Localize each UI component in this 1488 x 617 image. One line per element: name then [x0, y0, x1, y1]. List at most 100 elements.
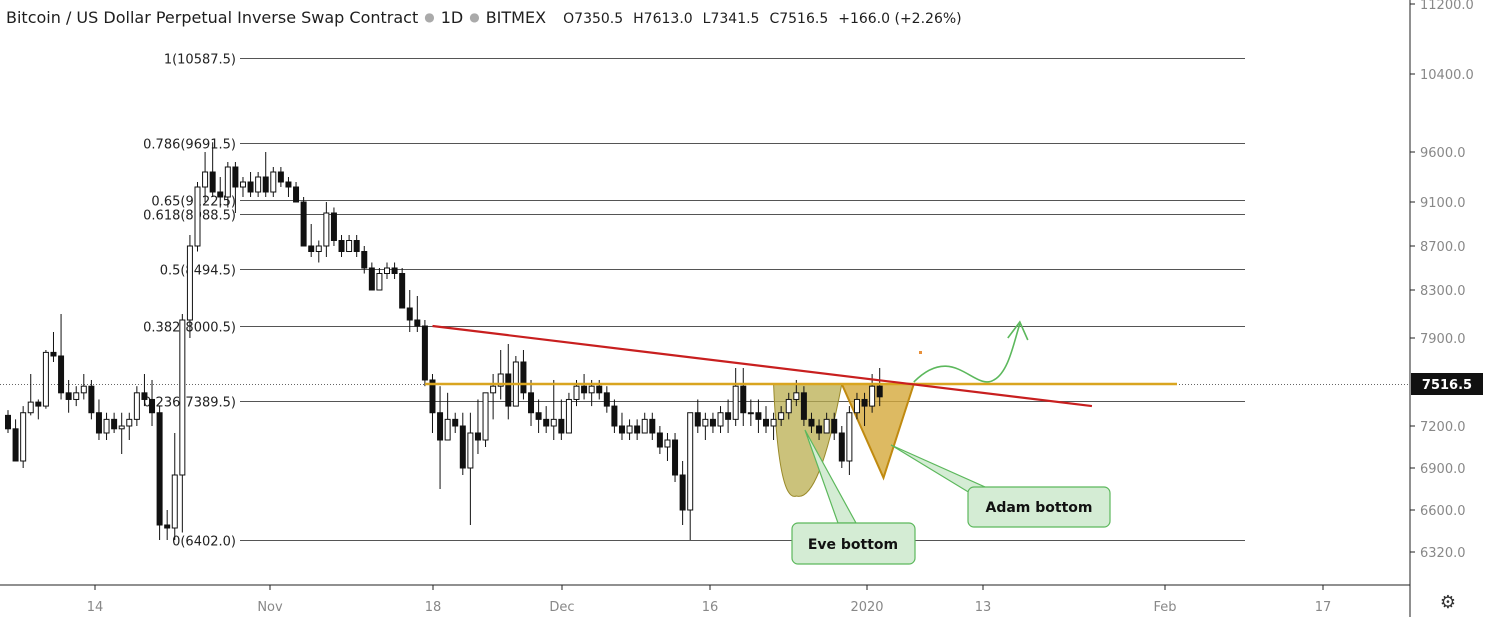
candle: [12, 419, 19, 462]
candle: [35, 399, 42, 420]
candle: [323, 202, 330, 257]
fib-level-label: 0.236(7389.5): [143, 396, 236, 411]
time-tick-label: 17: [1315, 600, 1332, 615]
candle: [505, 343, 512, 420]
candle-body: [505, 373, 512, 407]
candle: [467, 412, 474, 525]
candle: [293, 182, 300, 203]
candle-body: [406, 307, 413, 321]
projection-arrow: [913, 323, 1021, 383]
candle: [270, 167, 277, 197]
candle-body: [679, 474, 686, 511]
candle: [565, 392, 572, 434]
candle: [740, 367, 747, 426]
candle-body: [770, 418, 777, 427]
candle-body: [785, 398, 792, 414]
candle-body: [179, 319, 186, 476]
candle-body: [5, 414, 11, 430]
candle-body: [816, 425, 823, 434]
candle-body: [550, 418, 557, 427]
candle: [247, 172, 254, 197]
candle-body: [384, 267, 390, 274]
candle-body: [543, 418, 550, 427]
candle: [224, 162, 231, 208]
candle-body: [414, 319, 421, 327]
candle: [421, 320, 428, 387]
candle: [672, 433, 679, 482]
candle-body: [217, 191, 224, 198]
candle: [20, 406, 27, 468]
candle: [50, 332, 57, 362]
candle-body: [429, 379, 436, 414]
candle: [42, 349, 49, 409]
candle-body: [239, 181, 246, 188]
candle-body: [672, 439, 679, 476]
candle: [384, 262, 390, 279]
candle: [186, 235, 193, 338]
candle: [846, 406, 853, 475]
candle-body: [528, 392, 535, 414]
candle: [581, 373, 588, 400]
time-tick-label: Dec: [549, 600, 574, 615]
candle-body: [437, 412, 444, 441]
candle-body: [497, 373, 504, 387]
candle-body: [702, 418, 709, 427]
candle-body: [95, 412, 102, 434]
candle: [58, 314, 65, 400]
candle-body: [649, 418, 656, 434]
candle: [520, 349, 527, 400]
chart-legend: Bitcoin / US Dollar Perpetual Inverse Sw…: [6, 8, 972, 27]
candle-body: [740, 385, 747, 414]
candle-body: [247, 181, 254, 193]
candle: [255, 172, 262, 197]
candle-body: [732, 385, 739, 420]
candle: [876, 367, 883, 407]
candle: [179, 314, 186, 533]
candle-body: [634, 425, 641, 434]
candle: [111, 412, 118, 433]
candle: [763, 406, 769, 433]
time-tick-label: 14: [87, 600, 104, 615]
price-tick-label: 8300.0: [1420, 284, 1466, 299]
candle: [785, 392, 792, 420]
candle: [808, 412, 815, 433]
candle: [277, 167, 284, 187]
ohlc-values: O7350.5 H7613.0 L7341.5 C7516.5 +166.0 (+2.2…: [563, 11, 971, 27]
price-tick-label: 9600.0: [1420, 146, 1466, 161]
interval-label: 1D: [440, 8, 464, 27]
candle-body: [186, 245, 193, 321]
candle: [459, 412, 466, 475]
candle-body: [308, 245, 315, 252]
candle-body: [459, 425, 466, 469]
candle: [164, 510, 171, 540]
candle-body: [330, 212, 337, 241]
candle: [88, 379, 95, 420]
candle-body: [277, 171, 284, 183]
fib-level-label: 0(6402.0): [172, 535, 236, 550]
candle: [95, 399, 102, 440]
candle: [528, 379, 535, 426]
candle-body: [755, 412, 762, 420]
candle: [361, 246, 368, 274]
candle-body: [618, 425, 625, 434]
gear-icon[interactable]: ⚙: [1439, 592, 1457, 613]
candle-body: [596, 385, 603, 394]
candle-body: [838, 432, 845, 462]
candle: [308, 224, 315, 257]
candle-body: [50, 351, 57, 357]
candle: [353, 235, 360, 257]
candle-body: [27, 401, 34, 414]
price-tick-label: 7200.0: [1420, 420, 1466, 435]
candle-body: [603, 392, 610, 407]
candle: [558, 399, 565, 440]
candle-body: [778, 412, 785, 420]
candle-body: [315, 245, 322, 252]
candle-body: [581, 385, 588, 394]
candle: [550, 379, 557, 440]
candle-body: [300, 201, 307, 247]
candle-body: [656, 432, 663, 448]
candle-body: [641, 418, 648, 434]
candle: [171, 433, 178, 540]
candle-body: [853, 398, 860, 414]
